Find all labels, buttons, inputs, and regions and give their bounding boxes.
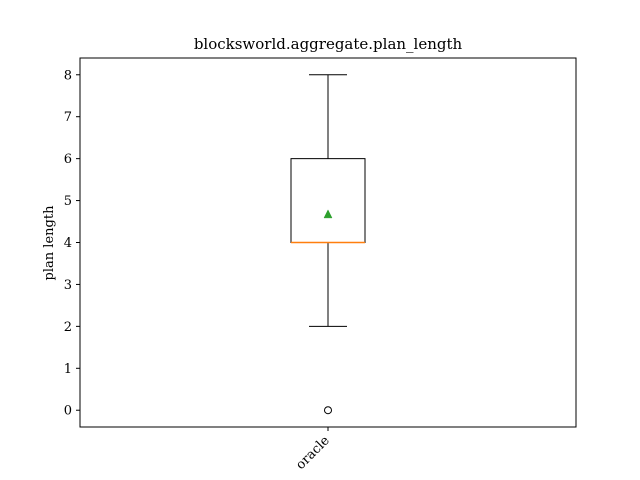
y-tick-label: 1 <box>64 362 72 377</box>
chart-title: blocksworld.aggregate.plan_length <box>194 35 463 53</box>
y-tick-label: 2 <box>64 320 72 335</box>
y-tick-label: 6 <box>64 152 72 167</box>
y-axis-label: plan length <box>42 205 57 281</box>
mean-marker <box>323 209 333 219</box>
outlier-point <box>324 406 332 415</box>
box-series <box>290 74 366 415</box>
plot-area-frame <box>79 57 577 428</box>
y-tick-label: 3 <box>64 278 72 293</box>
y-tick-label: 8 <box>64 68 72 83</box>
y-axis-ticks: 0 1 2 3 4 5 6 7 8 <box>64 68 80 419</box>
y-tick-label: 5 <box>64 194 72 209</box>
y-tick-label: 0 <box>64 404 72 419</box>
y-tick-label: 7 <box>64 110 72 125</box>
box-group <box>290 74 366 415</box>
y-tick-label: 4 <box>64 236 72 251</box>
